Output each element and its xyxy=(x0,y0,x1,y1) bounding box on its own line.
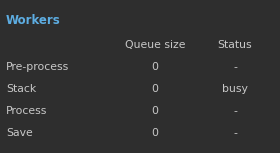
Text: Stack: Stack xyxy=(6,84,36,94)
Text: 0: 0 xyxy=(151,106,158,116)
Text: Save: Save xyxy=(6,128,33,138)
Text: 0: 0 xyxy=(151,62,158,72)
Text: Queue size: Queue size xyxy=(125,40,185,50)
Text: Status: Status xyxy=(218,40,252,50)
Text: -: - xyxy=(233,106,237,116)
Text: -: - xyxy=(233,62,237,72)
Text: 0: 0 xyxy=(151,128,158,138)
Text: busy: busy xyxy=(222,84,248,94)
Text: -: - xyxy=(233,128,237,138)
Text: Process: Process xyxy=(6,106,47,116)
Text: 0: 0 xyxy=(151,84,158,94)
Text: Workers: Workers xyxy=(6,14,61,27)
Text: Pre-process: Pre-process xyxy=(6,62,69,72)
